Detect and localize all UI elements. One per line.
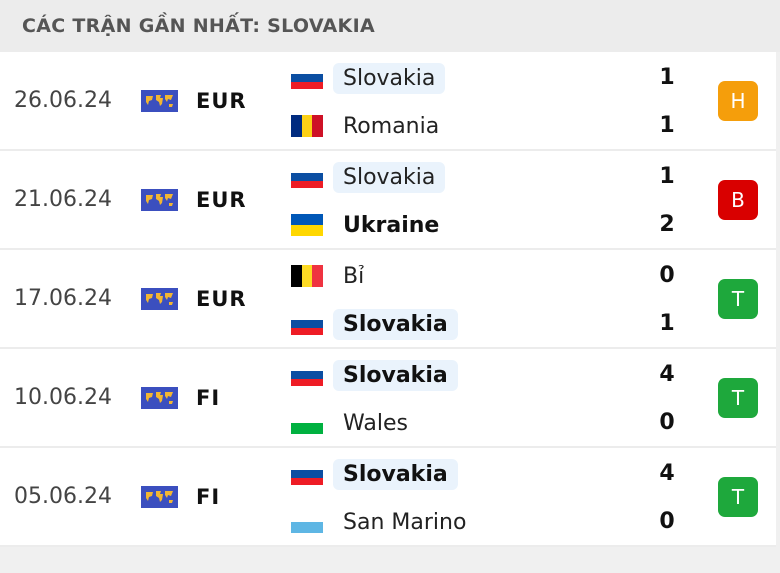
section-header: CÁC TRẬN GẦN NHẤT: SLOVAKIA: [0, 0, 780, 52]
away-score: 1: [659, 113, 675, 138]
team-home: Slovakia: [291, 60, 446, 96]
world-map-icon: [141, 189, 178, 211]
wales-flag-icon: [291, 412, 323, 434]
away-score: 0: [659, 509, 675, 534]
team-name: Slovakia: [333, 161, 446, 193]
slovakia-flag-icon: [291, 166, 323, 188]
team-name: Slovakia: [333, 62, 446, 94]
competition-label: EUR: [196, 88, 247, 113]
team-home: Slovakia: [291, 357, 458, 393]
world-map-icon: [141, 288, 178, 310]
competition-label: EUR: [196, 286, 247, 311]
team-name: San Marino: [343, 509, 467, 535]
section-title: CÁC TRẬN GẦN NHẤT: SLOVAKIA: [22, 15, 375, 37]
competition-label: EUR: [196, 187, 247, 212]
match-date: 10.06.24: [14, 385, 112, 410]
home-score: 1: [659, 164, 675, 189]
home-score: 1: [659, 65, 675, 90]
slovakia-flag-icon: [291, 67, 323, 89]
match-row[interactable]: 10.06.24 FI Slovakia Wales 4 0 T: [0, 349, 776, 448]
team-home: Slovakia: [291, 456, 458, 492]
romania-flag-icon: [291, 115, 323, 137]
match-date: 17.06.24: [14, 286, 112, 311]
competition-label: FI: [196, 484, 221, 509]
slovakia-flag-icon: [291, 463, 323, 485]
team-home: Bỉ: [291, 258, 374, 294]
competition-label: FI: [196, 385, 221, 410]
match-row[interactable]: 21.06.24 EUR Slovakia Ukraine 1 2 B: [0, 151, 776, 250]
match-date: 21.06.24: [14, 187, 112, 212]
team-away: Slovakia: [291, 306, 458, 342]
team-away: Wales: [291, 405, 418, 441]
match-date: 05.06.24: [14, 484, 112, 509]
match-list: 26.06.24 EUR Slovakia Romania 1 1 H 21.06…: [0, 52, 776, 547]
team-away: Ukraine: [291, 207, 449, 243]
away-score: 0: [659, 410, 675, 435]
result-badge: H: [718, 81, 758, 121]
home-score: 4: [659, 362, 675, 387]
away-score: 2: [659, 212, 675, 237]
world-map-icon: [141, 90, 178, 112]
result-badge: B: [718, 180, 758, 220]
result-badge: T: [718, 378, 758, 418]
team-name: Slovakia: [333, 359, 458, 391]
away-score: 1: [659, 311, 675, 336]
team-away: Romania: [291, 108, 449, 144]
team-name: Bỉ: [343, 263, 365, 289]
result-badge: T: [718, 279, 758, 319]
match-row[interactable]: 26.06.24 EUR Slovakia Romania 1 1 H: [0, 52, 776, 151]
match-date: 26.06.24: [14, 88, 112, 113]
team-name: Slovakia: [333, 308, 458, 340]
team-name: Slovakia: [333, 458, 458, 490]
slovakia-flag-icon: [291, 364, 323, 386]
match-row[interactable]: 17.06.24 EUR Bỉ Slovakia 0 1 T: [0, 250, 776, 349]
result-badge: T: [718, 477, 758, 517]
san-marino-flag-icon: [291, 511, 323, 533]
slovakia-flag-icon: [291, 313, 323, 335]
team-name: Ukraine: [343, 212, 440, 238]
team-home: Slovakia: [291, 159, 446, 195]
team-name: Romania: [343, 113, 440, 139]
team-name: Wales: [343, 410, 408, 436]
world-map-icon: [141, 486, 178, 508]
ukraine-flag-icon: [291, 214, 323, 236]
team-away: San Marino: [291, 504, 476, 540]
belgium-flag-icon: [291, 265, 323, 287]
home-score: 0: [659, 263, 675, 288]
home-score: 4: [659, 461, 675, 486]
world-map-icon: [141, 387, 178, 409]
match-row[interactable]: 05.06.24 FI Slovakia San Marino 4 0 T: [0, 448, 776, 547]
